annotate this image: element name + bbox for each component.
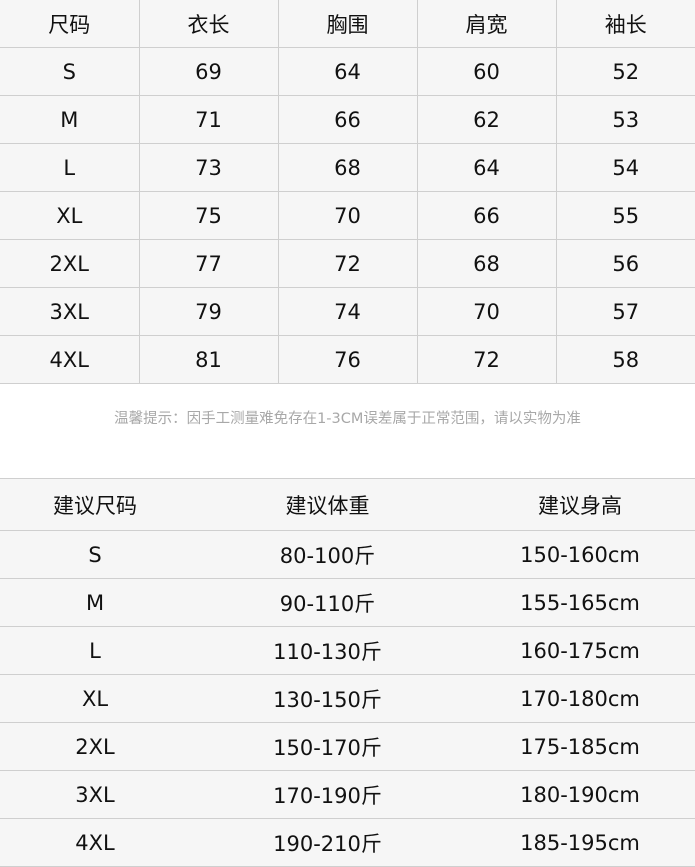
table-cell: 55 [555, 191, 695, 240]
table-cell: 52 [555, 47, 695, 96]
table-cell: 150-170斤 [190, 722, 465, 771]
table-cell: 3XL [0, 287, 140, 336]
table-row: 2XL 150-170斤 175-185cm [0, 722, 695, 771]
table-cell: 170-180cm [465, 674, 695, 723]
column-header: 衣长 [138, 0, 279, 48]
table-cell: 155-165cm [465, 578, 695, 627]
table-cell: 77 [138, 239, 279, 288]
table-cell: 53 [555, 95, 695, 144]
table-cell: 160-175cm [465, 626, 695, 675]
table-row: 4XL 81 76 72 58 [0, 335, 695, 384]
table-cell: 72 [277, 239, 418, 288]
table-cell: 60 [416, 47, 557, 96]
header-row: 尺码 衣长 胸围 肩宽 袖长 [0, 0, 695, 48]
table-cell: 66 [277, 95, 418, 144]
table-cell: L [0, 143, 140, 192]
table-cell: 110-130斤 [190, 626, 465, 675]
table-cell: 72 [416, 335, 557, 384]
table-row: S 80-100斤 150-160cm [0, 530, 695, 579]
table-cell: 62 [416, 95, 557, 144]
table-cell: 150-160cm [465, 530, 695, 579]
table-cell: 4XL [0, 818, 190, 867]
table-row: L 110-130斤 160-175cm [0, 626, 695, 675]
table-cell: 80-100斤 [190, 530, 465, 579]
table-cell: 56 [555, 239, 695, 288]
table-cell: L [0, 626, 190, 675]
table-cell: 2XL [0, 239, 140, 288]
table-cell: 68 [277, 143, 418, 192]
table-cell: 175-185cm [465, 722, 695, 771]
table-row: XL 75 70 66 55 [0, 191, 695, 240]
table-cell: 90-110斤 [190, 578, 465, 627]
header-row: 建议尺码 建议体重 建议身高 [0, 478, 695, 531]
table-cell: 54 [555, 143, 695, 192]
table-cell: 190-210斤 [190, 818, 465, 867]
table-cell: 170-190斤 [190, 770, 465, 819]
table-row: 4XL 190-210斤 185-195cm [0, 818, 695, 867]
column-header: 肩宽 [416, 0, 557, 48]
table-cell: 130-150斤 [190, 674, 465, 723]
table-cell: 58 [555, 335, 695, 384]
measurement-note: 温馨提示：因手工测量难免存在1-3CM误差属于正常范围，请以实物为准 [114, 411, 581, 427]
column-header: 袖长 [555, 0, 695, 48]
table-cell: 70 [416, 287, 557, 336]
table-cell: S [0, 47, 140, 96]
table-cell: 2XL [0, 722, 190, 771]
table-cell: 79 [138, 287, 279, 336]
column-header: 胸围 [277, 0, 418, 48]
table-row: XL 130-150斤 170-180cm [0, 674, 695, 723]
table-cell: 57 [555, 287, 695, 336]
table-cell: 75 [138, 191, 279, 240]
table-row: 2XL 77 72 68 56 [0, 239, 695, 288]
table-cell: 180-190cm [465, 770, 695, 819]
table-cell: 74 [277, 287, 418, 336]
table-cell: 76 [277, 335, 418, 384]
table-cell: 64 [277, 47, 418, 96]
column-header: 建议身高 [465, 478, 695, 531]
table-cell: M [0, 578, 190, 627]
table-cell: XL [0, 191, 140, 240]
table-cell: 71 [138, 95, 279, 144]
table-cell: 70 [277, 191, 418, 240]
table-cell: 68 [416, 239, 557, 288]
table-row: S 69 64 60 52 [0, 47, 695, 96]
table-row: M 71 66 62 53 [0, 95, 695, 144]
table-row: 3XL 79 74 70 57 [0, 287, 695, 336]
table-row: 3XL 170-190斤 180-190cm [0, 770, 695, 819]
table-cell: 64 [416, 143, 557, 192]
table-cell: 81 [138, 335, 279, 384]
table-cell: 185-195cm [465, 818, 695, 867]
table-cell: M [0, 95, 140, 144]
column-header: 建议尺码 [0, 478, 190, 531]
table-cell: S [0, 530, 190, 579]
table-cell: 73 [138, 143, 279, 192]
column-header: 建议体重 [190, 478, 465, 531]
size-measurement-table: 尺码 衣长 胸围 肩宽 袖长 S 69 64 60 52 M 71 66 62 53 L 73 68 64 54 XL 7… [0, 0, 695, 384]
table-row: M 90-110斤 155-165cm [0, 578, 695, 627]
table-cell: 3XL [0, 770, 190, 819]
table-cell: XL [0, 674, 190, 723]
size-recommendation-table: 建议尺码 建议体重 建议身高 S 80-100斤 150-160cm M 90-110斤 155… [0, 478, 695, 867]
column-header: 尺码 [0, 0, 140, 48]
table-row: L 73 68 64 54 [0, 143, 695, 192]
table-cell: 69 [138, 47, 279, 96]
table-cell: 4XL [0, 335, 140, 384]
table-cell: 66 [416, 191, 557, 240]
